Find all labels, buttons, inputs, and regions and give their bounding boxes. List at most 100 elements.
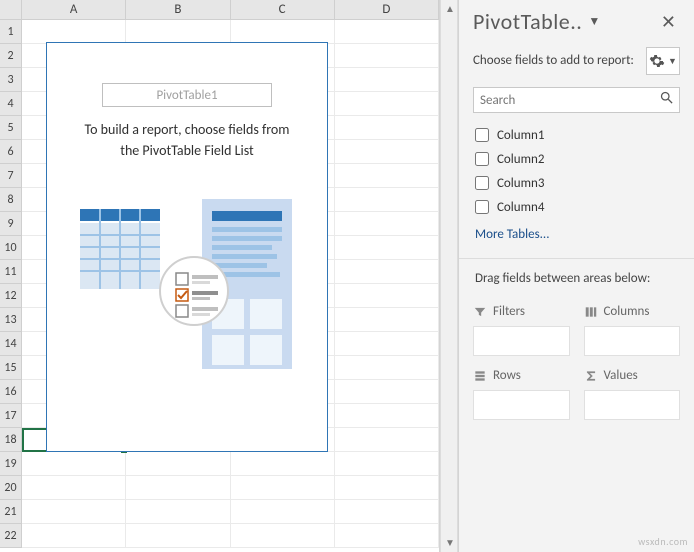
cell[interactable] bbox=[126, 476, 230, 500]
row-header[interactable]: 21 bbox=[0, 500, 22, 524]
close-icon[interactable]: ✕ bbox=[657, 11, 680, 33]
cell[interactable] bbox=[335, 20, 439, 44]
columns-area[interactable]: Columns bbox=[584, 302, 681, 356]
cell[interactable] bbox=[335, 164, 439, 188]
filters-dropzone[interactable] bbox=[473, 326, 570, 356]
row-header[interactable]: 8 bbox=[0, 188, 22, 212]
search-input[interactable] bbox=[474, 93, 653, 108]
field-item[interactable]: Column1 bbox=[473, 123, 680, 147]
cell[interactable] bbox=[335, 476, 439, 500]
watermark: wsxdn.com bbox=[638, 535, 688, 548]
col-header[interactable]: A bbox=[22, 0, 126, 20]
cell[interactable] bbox=[335, 140, 439, 164]
cell[interactable] bbox=[126, 500, 230, 524]
cell[interactable] bbox=[335, 188, 439, 212]
scroll-down-icon[interactable]: ▼ bbox=[443, 536, 457, 550]
cell[interactable] bbox=[22, 524, 126, 548]
row-header[interactable]: 4 bbox=[0, 92, 22, 116]
row-header[interactable]: 11 bbox=[0, 260, 22, 284]
cell[interactable] bbox=[335, 212, 439, 236]
values-dropzone[interactable] bbox=[584, 390, 681, 420]
row-header[interactable]: 13 bbox=[0, 308, 22, 332]
cell[interactable] bbox=[335, 380, 439, 404]
cell[interactable] bbox=[231, 524, 335, 548]
cell[interactable] bbox=[335, 428, 439, 452]
more-tables-link[interactable]: More Tables... bbox=[475, 227, 680, 242]
rows-label: Rows bbox=[493, 368, 521, 383]
cell[interactable] bbox=[335, 356, 439, 380]
cell[interactable] bbox=[335, 308, 439, 332]
cell[interactable] bbox=[335, 260, 439, 284]
row-header[interactable]: 12 bbox=[0, 284, 22, 308]
cells-area[interactable]: PivotTable1 To build a report, choose fi… bbox=[22, 20, 439, 552]
select-all-corner[interactable] bbox=[0, 0, 22, 20]
cell[interactable] bbox=[22, 476, 126, 500]
row-header[interactable]: 7 bbox=[0, 164, 22, 188]
columns-label: Columns bbox=[604, 304, 650, 319]
rows-dropzone[interactable] bbox=[473, 390, 570, 420]
row-header[interactable]: 9 bbox=[0, 212, 22, 236]
field-label: Column1 bbox=[497, 128, 544, 143]
cell[interactable] bbox=[335, 44, 439, 68]
field-checkbox[interactable] bbox=[475, 200, 489, 214]
field-checkbox[interactable] bbox=[475, 176, 489, 190]
row-header[interactable]: 10 bbox=[0, 236, 22, 260]
search-box[interactable] bbox=[473, 87, 680, 113]
cell[interactable] bbox=[22, 500, 126, 524]
cell[interactable] bbox=[22, 20, 126, 44]
row-header[interactable]: 16 bbox=[0, 380, 22, 404]
rows-area[interactable]: Rows bbox=[473, 366, 570, 420]
cell[interactable] bbox=[231, 20, 335, 44]
field-checkbox[interactable] bbox=[475, 128, 489, 142]
cell[interactable] bbox=[335, 524, 439, 548]
cell[interactable] bbox=[335, 284, 439, 308]
gear-icon bbox=[649, 53, 665, 69]
cell[interactable] bbox=[335, 404, 439, 428]
tools-button[interactable]: ▼ bbox=[646, 47, 680, 75]
row-header[interactable]: 15 bbox=[0, 356, 22, 380]
cell[interactable] bbox=[231, 452, 335, 476]
vertical-scrollbar[interactable]: ▲ ▼ bbox=[440, 0, 458, 552]
worksheet-grid[interactable]: A B C D 12345678910111213141516171819202… bbox=[0, 0, 440, 552]
field-item[interactable]: Column2 bbox=[473, 147, 680, 171]
row-header[interactable]: 22 bbox=[0, 524, 22, 548]
cell[interactable] bbox=[231, 476, 335, 500]
cell[interactable] bbox=[335, 236, 439, 260]
col-header[interactable]: B bbox=[126, 0, 230, 20]
drop-areas: Filters Columns Rows bbox=[473, 302, 680, 420]
filters-area[interactable]: Filters bbox=[473, 302, 570, 356]
field-item[interactable]: Column4 bbox=[473, 195, 680, 219]
pivottable-placeholder[interactable]: PivotTable1 To build a report, choose fi… bbox=[46, 42, 328, 452]
row-header[interactable]: 18 bbox=[0, 428, 22, 452]
row-header[interactable]: 3 bbox=[0, 68, 22, 92]
field-checkbox[interactable] bbox=[475, 152, 489, 166]
cell[interactable] bbox=[335, 452, 439, 476]
values-area[interactable]: Values bbox=[584, 366, 681, 420]
col-header[interactable]: C bbox=[231, 0, 335, 20]
cell[interactable] bbox=[22, 452, 126, 476]
row-header[interactable]: 1 bbox=[0, 20, 22, 44]
cell[interactable] bbox=[335, 92, 439, 116]
cell[interactable] bbox=[335, 68, 439, 92]
cell[interactable] bbox=[126, 524, 230, 548]
row-header[interactable]: 20 bbox=[0, 476, 22, 500]
field-item[interactable]: Column3 bbox=[473, 171, 680, 195]
col-header[interactable]: D bbox=[335, 0, 439, 20]
scroll-up-icon[interactable]: ▲ bbox=[443, 2, 457, 16]
row-header[interactable]: 14 bbox=[0, 332, 22, 356]
row-header[interactable]: 6 bbox=[0, 140, 22, 164]
search-icon[interactable] bbox=[653, 90, 679, 110]
pane-title-dropdown-icon[interactable]: ▼ bbox=[588, 14, 600, 29]
cell[interactable] bbox=[335, 332, 439, 356]
cell[interactable] bbox=[335, 500, 439, 524]
cell[interactable] bbox=[126, 452, 230, 476]
cell[interactable] bbox=[335, 116, 439, 140]
row-header[interactable]: 2 bbox=[0, 44, 22, 68]
row-header[interactable]: 17 bbox=[0, 404, 22, 428]
row-header[interactable]: 5 bbox=[0, 116, 22, 140]
row-header[interactable]: 19 bbox=[0, 452, 22, 476]
cell[interactable] bbox=[126, 20, 230, 44]
columns-dropzone[interactable] bbox=[584, 326, 681, 356]
sigma-icon bbox=[584, 369, 598, 383]
cell[interactable] bbox=[231, 500, 335, 524]
